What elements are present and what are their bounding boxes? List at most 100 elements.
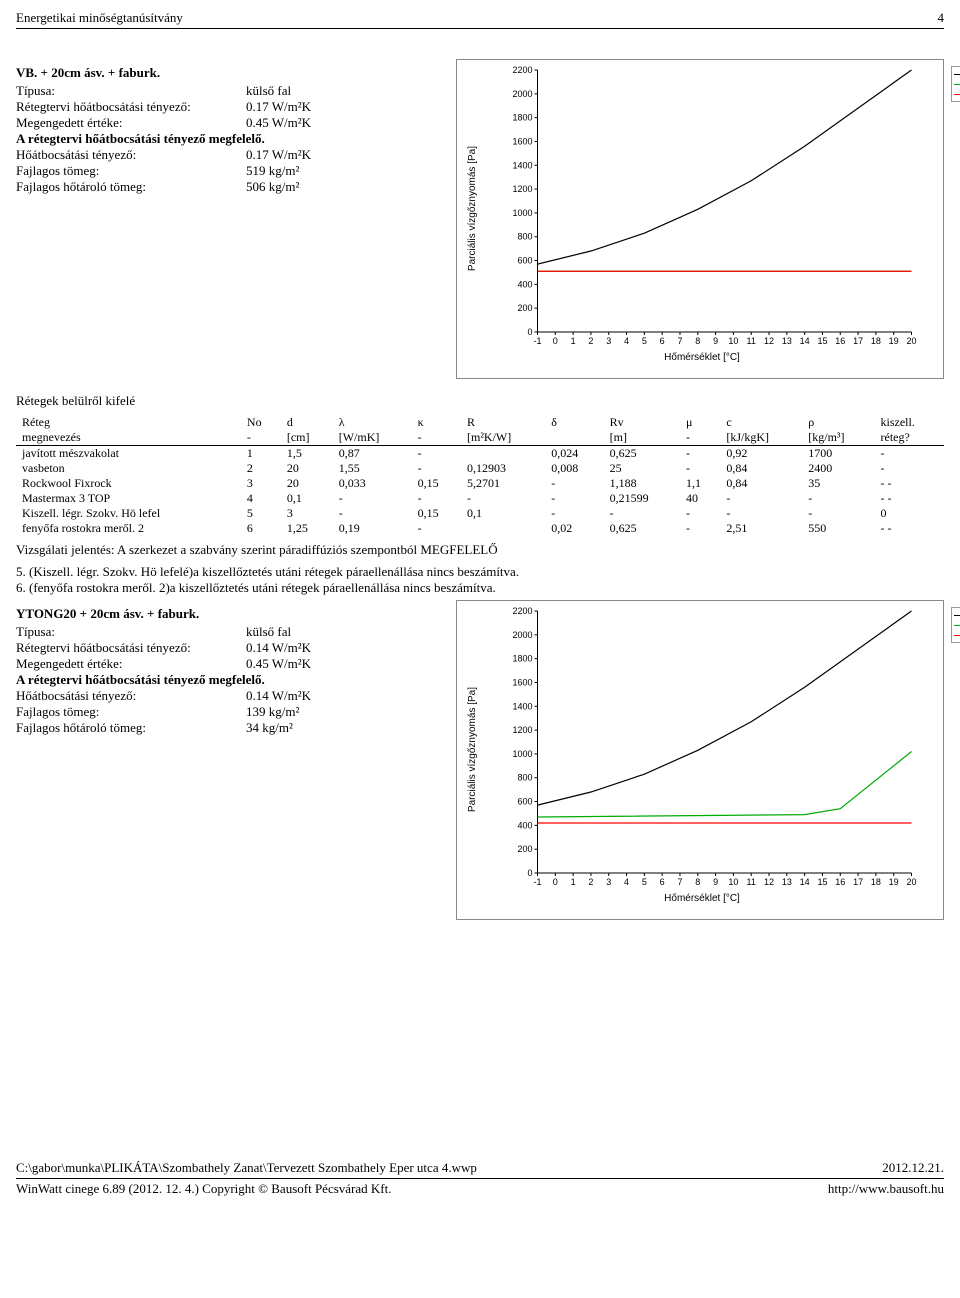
svg-text:1000: 1000 bbox=[512, 749, 532, 759]
svg-text:200: 200 bbox=[517, 303, 532, 313]
svg-text:1: 1 bbox=[571, 336, 576, 346]
svg-text:13: 13 bbox=[782, 877, 792, 887]
chart-legend: ptpp bbox=[951, 66, 960, 102]
svg-text:14: 14 bbox=[800, 877, 810, 887]
svg-text:2200: 2200 bbox=[512, 65, 532, 75]
svg-text:2: 2 bbox=[588, 336, 593, 346]
compliance-text: A rétegtervi hőátbocsátási tényező megfe… bbox=[16, 672, 446, 688]
svg-text:1800: 1800 bbox=[512, 654, 532, 664]
spec-value: 0.17 W/m²K bbox=[246, 147, 446, 163]
svg-text:6: 6 bbox=[660, 877, 665, 887]
svg-text:13: 13 bbox=[782, 336, 792, 346]
svg-text:12: 12 bbox=[764, 336, 774, 346]
svg-text:3: 3 bbox=[606, 877, 611, 887]
svg-text:5: 5 bbox=[642, 877, 647, 887]
svg-text:9: 9 bbox=[713, 877, 718, 887]
footer-app: WinWatt cinege 6.89 (2012. 12. 4.) Copyr… bbox=[16, 1181, 391, 1197]
svg-text:600: 600 bbox=[517, 797, 532, 807]
svg-text:16: 16 bbox=[835, 336, 845, 346]
chart-legend: ptpp bbox=[951, 607, 960, 643]
svg-text:2000: 2000 bbox=[512, 89, 532, 99]
chart-yaxis-label: Parciális vízgőznyomás [Pa] bbox=[465, 146, 480, 271]
spec-value: külső fal bbox=[246, 624, 446, 640]
svg-text:400: 400 bbox=[517, 279, 532, 289]
spec-value: külső fal bbox=[246, 83, 446, 99]
spec-label: Rétegtervi hőátbocsátási tényező: bbox=[16, 99, 246, 115]
svg-text:17: 17 bbox=[853, 336, 863, 346]
spec-value: 0.14 W/m²K bbox=[246, 640, 446, 656]
svg-text:10: 10 bbox=[728, 877, 738, 887]
svg-text:-1: -1 bbox=[533, 336, 541, 346]
spec-label: Rétegtervi hőátbocsátási tényező: bbox=[16, 640, 246, 656]
spec-label: Fajlagos hőtároló tömeg: bbox=[16, 720, 246, 736]
svg-text:800: 800 bbox=[517, 773, 532, 783]
svg-text:600: 600 bbox=[517, 256, 532, 266]
svg-text:1400: 1400 bbox=[512, 160, 532, 170]
spec-value: 506 kg/m² bbox=[246, 179, 446, 195]
spec-value: 0.14 W/m²K bbox=[246, 688, 446, 704]
svg-text:1200: 1200 bbox=[512, 184, 532, 194]
svg-text:1600: 1600 bbox=[512, 677, 532, 687]
inspection-report: Vizsgálati jelentés: A szerkezet a szabv… bbox=[16, 542, 944, 558]
spec-value: 0.45 W/m²K bbox=[246, 656, 446, 672]
svg-text:3: 3 bbox=[606, 336, 611, 346]
compliance-text: A rétegtervi hőátbocsátási tényező megfe… bbox=[16, 131, 446, 147]
spec-label: Fajlagos hőtároló tömeg: bbox=[16, 179, 246, 195]
spec-label: Megengedett értéke: bbox=[16, 115, 246, 131]
spec-value: 139 kg/m² bbox=[246, 704, 446, 720]
svg-text:10: 10 bbox=[728, 336, 738, 346]
doc-title: Energetikai minőségtanúsítvány bbox=[16, 10, 183, 26]
spec-value: 34 kg/m² bbox=[246, 720, 446, 736]
svg-text:-1: -1 bbox=[533, 877, 541, 887]
svg-text:400: 400 bbox=[517, 820, 532, 830]
svg-text:1400: 1400 bbox=[512, 701, 532, 711]
svg-text:2: 2 bbox=[588, 877, 593, 887]
spec-value: 519 kg/m² bbox=[246, 163, 446, 179]
svg-text:800: 800 bbox=[517, 232, 532, 242]
svg-text:11: 11 bbox=[747, 336, 756, 346]
svg-text:1200: 1200 bbox=[512, 725, 532, 735]
svg-text:9: 9 bbox=[713, 336, 718, 346]
svg-text:8: 8 bbox=[695, 336, 700, 346]
svg-text:4: 4 bbox=[624, 877, 629, 887]
spec-value: 0.45 W/m²K bbox=[246, 115, 446, 131]
svg-text:11: 11 bbox=[747, 877, 756, 887]
chart-plot: 0200400600800100012001400160018002000220… bbox=[480, 64, 939, 354]
svg-text:19: 19 bbox=[889, 877, 899, 887]
spec-label: Típusa: bbox=[16, 83, 246, 99]
svg-text:14: 14 bbox=[800, 336, 810, 346]
svg-text:8: 8 bbox=[695, 877, 700, 887]
footer-date: 2012.12.21. bbox=[882, 1160, 944, 1176]
svg-text:15: 15 bbox=[817, 877, 827, 887]
svg-text:12: 12 bbox=[764, 877, 774, 887]
svg-text:15: 15 bbox=[817, 336, 827, 346]
svg-text:7: 7 bbox=[677, 336, 682, 346]
svg-text:1000: 1000 bbox=[512, 208, 532, 218]
chart-1: Parciális vízgőznyomás [Pa] 020040060080… bbox=[456, 59, 944, 379]
svg-text:4: 4 bbox=[624, 336, 629, 346]
page-number: 4 bbox=[938, 10, 945, 26]
note-line: 6. (fenyőfa rostokra meről. 2)a kiszellő… bbox=[16, 580, 944, 596]
layers-table: RétegNodλκRδRvμcρkiszell.megnevezés-[cm]… bbox=[16, 415, 944, 536]
svg-text:2000: 2000 bbox=[512, 630, 532, 640]
svg-text:19: 19 bbox=[889, 336, 899, 346]
spec-value: 0.17 W/m²K bbox=[246, 99, 446, 115]
svg-text:18: 18 bbox=[871, 877, 881, 887]
note-line: 5. (Kiszell. légr. Szokv. Hö lefelé)a ki… bbox=[16, 564, 944, 580]
section1-title: VB. + 20cm ásv. + faburk. bbox=[16, 65, 446, 81]
spec-label: Típusa: bbox=[16, 624, 246, 640]
chart-plot: 0200400600800100012001400160018002000220… bbox=[480, 605, 939, 895]
svg-text:0: 0 bbox=[553, 336, 558, 346]
svg-text:20: 20 bbox=[906, 336, 916, 346]
spec-label: Hőátbocsátási tényező: bbox=[16, 688, 246, 704]
svg-text:0: 0 bbox=[527, 327, 532, 337]
svg-text:1800: 1800 bbox=[512, 113, 532, 123]
svg-text:17: 17 bbox=[853, 877, 863, 887]
section2-title: YTONG20 + 20cm ásv. + faburk. bbox=[16, 606, 446, 622]
svg-text:5: 5 bbox=[642, 336, 647, 346]
footer-path: C:\gabor\munka\PLIKÁTA\Szombathely Zanat… bbox=[16, 1160, 477, 1176]
spec-label: Hőátbocsátási tényező: bbox=[16, 147, 246, 163]
svg-text:0: 0 bbox=[553, 877, 558, 887]
svg-text:20: 20 bbox=[906, 877, 916, 887]
layers-heading: Rétegek belülről kifelé bbox=[16, 393, 944, 409]
